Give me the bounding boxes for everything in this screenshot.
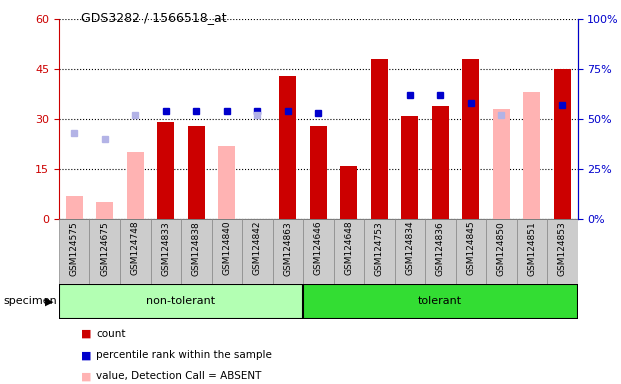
Text: GSM124834: GSM124834	[406, 221, 414, 275]
Bar	[463, 59, 479, 219]
Bar	[340, 166, 357, 219]
Bar	[242, 219, 273, 284]
Text: specimen: specimen	[3, 296, 57, 306]
Text: non-tolerant: non-tolerant	[147, 296, 215, 306]
Bar	[364, 219, 394, 284]
Text: GSM124850: GSM124850	[497, 221, 505, 276]
Bar	[401, 116, 418, 219]
Bar	[425, 219, 456, 284]
Bar	[303, 219, 333, 284]
Bar	[371, 59, 388, 219]
Text: ■: ■	[81, 350, 91, 360]
Bar	[157, 122, 174, 219]
Text: percentile rank within the sample: percentile rank within the sample	[96, 350, 272, 360]
Bar	[96, 202, 113, 219]
Text: ▶: ▶	[45, 296, 54, 306]
Bar	[394, 219, 425, 284]
Text: GSM124863: GSM124863	[283, 221, 292, 276]
Text: GSM124853: GSM124853	[558, 221, 567, 276]
Text: GSM124753: GSM124753	[374, 221, 384, 276]
Text: GSM124851: GSM124851	[527, 221, 537, 276]
Bar	[432, 106, 448, 219]
Bar	[59, 284, 303, 319]
Bar	[212, 219, 242, 284]
Bar	[127, 152, 143, 219]
Text: ■: ■	[81, 371, 91, 381]
Text: GSM124646: GSM124646	[314, 221, 323, 275]
Bar	[279, 76, 296, 219]
Bar	[554, 69, 571, 219]
Bar	[310, 126, 327, 219]
Bar	[273, 219, 303, 284]
Bar	[456, 219, 486, 284]
Text: GSM124842: GSM124842	[253, 221, 262, 275]
Text: tolerant: tolerant	[418, 296, 462, 306]
Bar	[66, 195, 83, 219]
Text: ■: ■	[81, 329, 91, 339]
Text: GSM124675: GSM124675	[100, 221, 109, 276]
Text: GSM124845: GSM124845	[466, 221, 475, 275]
Bar	[303, 284, 578, 319]
Bar	[493, 109, 510, 219]
Text: GSM124838: GSM124838	[192, 221, 201, 276]
Text: GSM124833: GSM124833	[161, 221, 170, 276]
Bar	[188, 126, 205, 219]
Bar	[150, 219, 181, 284]
Bar	[524, 93, 540, 219]
Text: GSM124575: GSM124575	[70, 221, 79, 276]
Bar	[517, 219, 547, 284]
Bar	[89, 219, 120, 284]
Text: value, Detection Call = ABSENT: value, Detection Call = ABSENT	[96, 371, 261, 381]
Text: GSM124648: GSM124648	[344, 221, 353, 275]
Bar	[181, 219, 212, 284]
Text: count: count	[96, 329, 126, 339]
Bar	[333, 219, 364, 284]
Bar	[219, 146, 235, 219]
Bar	[120, 219, 150, 284]
Text: GSM124748: GSM124748	[131, 221, 140, 275]
Bar	[486, 219, 517, 284]
Bar	[547, 219, 578, 284]
Bar	[59, 219, 89, 284]
Text: GSM124836: GSM124836	[436, 221, 445, 276]
Text: GSM124840: GSM124840	[222, 221, 231, 275]
Text: GDS3282 / 1566518_at: GDS3282 / 1566518_at	[81, 12, 227, 25]
